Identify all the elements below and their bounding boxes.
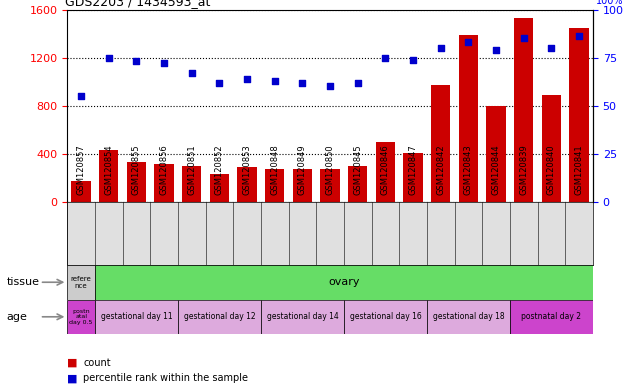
Bar: [569, 28, 589, 202]
Bar: [237, 167, 257, 202]
Bar: [487, 106, 506, 202]
Bar: [265, 169, 285, 202]
Bar: [178, 300, 261, 334]
Text: count: count: [83, 358, 111, 368]
Bar: [95, 300, 178, 334]
Text: gestational day 18: gestational day 18: [433, 312, 504, 321]
Text: ■: ■: [67, 358, 78, 368]
Bar: [427, 300, 510, 334]
Bar: [514, 18, 533, 202]
Text: refere
nce: refere nce: [71, 276, 92, 289]
Text: gestational day 16: gestational day 16: [349, 312, 421, 321]
Bar: [293, 169, 312, 202]
Bar: [67, 300, 95, 334]
Bar: [71, 181, 91, 202]
Point: [353, 79, 363, 86]
Text: ovary: ovary: [328, 277, 360, 287]
Text: gestational day 12: gestational day 12: [183, 312, 255, 321]
Point: [325, 83, 335, 89]
Point: [546, 45, 556, 51]
Point: [463, 39, 474, 45]
Bar: [320, 169, 340, 202]
Bar: [67, 265, 95, 300]
Point: [408, 56, 418, 63]
Bar: [431, 85, 451, 202]
Text: postnatal day 2: postnatal day 2: [521, 312, 581, 321]
Bar: [127, 162, 146, 202]
Bar: [348, 166, 367, 202]
Text: postn
atal
day 0.5: postn atal day 0.5: [69, 308, 93, 325]
Text: tissue: tissue: [6, 277, 39, 287]
Point: [76, 93, 87, 99]
Text: percentile rank within the sample: percentile rank within the sample: [83, 373, 248, 383]
Text: 100%: 100%: [596, 0, 624, 6]
Point: [242, 76, 253, 82]
Bar: [210, 174, 229, 202]
Text: GDS2203 / 1434593_at: GDS2203 / 1434593_at: [65, 0, 210, 8]
Text: gestational day 11: gestational day 11: [101, 312, 172, 321]
Point: [519, 35, 529, 41]
Bar: [403, 153, 423, 202]
Bar: [344, 300, 427, 334]
Point: [297, 79, 308, 86]
Point: [491, 47, 501, 53]
Text: age: age: [6, 312, 28, 322]
Point: [574, 33, 584, 40]
Point: [159, 60, 169, 66]
Text: ■: ■: [67, 373, 78, 383]
Point: [380, 55, 390, 61]
Bar: [261, 300, 344, 334]
Point: [131, 58, 142, 65]
Bar: [99, 150, 119, 202]
Bar: [542, 95, 561, 202]
Bar: [154, 164, 174, 202]
Text: gestational day 14: gestational day 14: [267, 312, 338, 321]
Point: [214, 79, 224, 86]
Bar: [459, 35, 478, 202]
Bar: [182, 166, 201, 202]
Bar: [376, 142, 395, 202]
Point: [270, 78, 280, 84]
Point: [104, 55, 114, 61]
Point: [436, 45, 446, 51]
Point: [187, 70, 197, 76]
Bar: [510, 300, 593, 334]
